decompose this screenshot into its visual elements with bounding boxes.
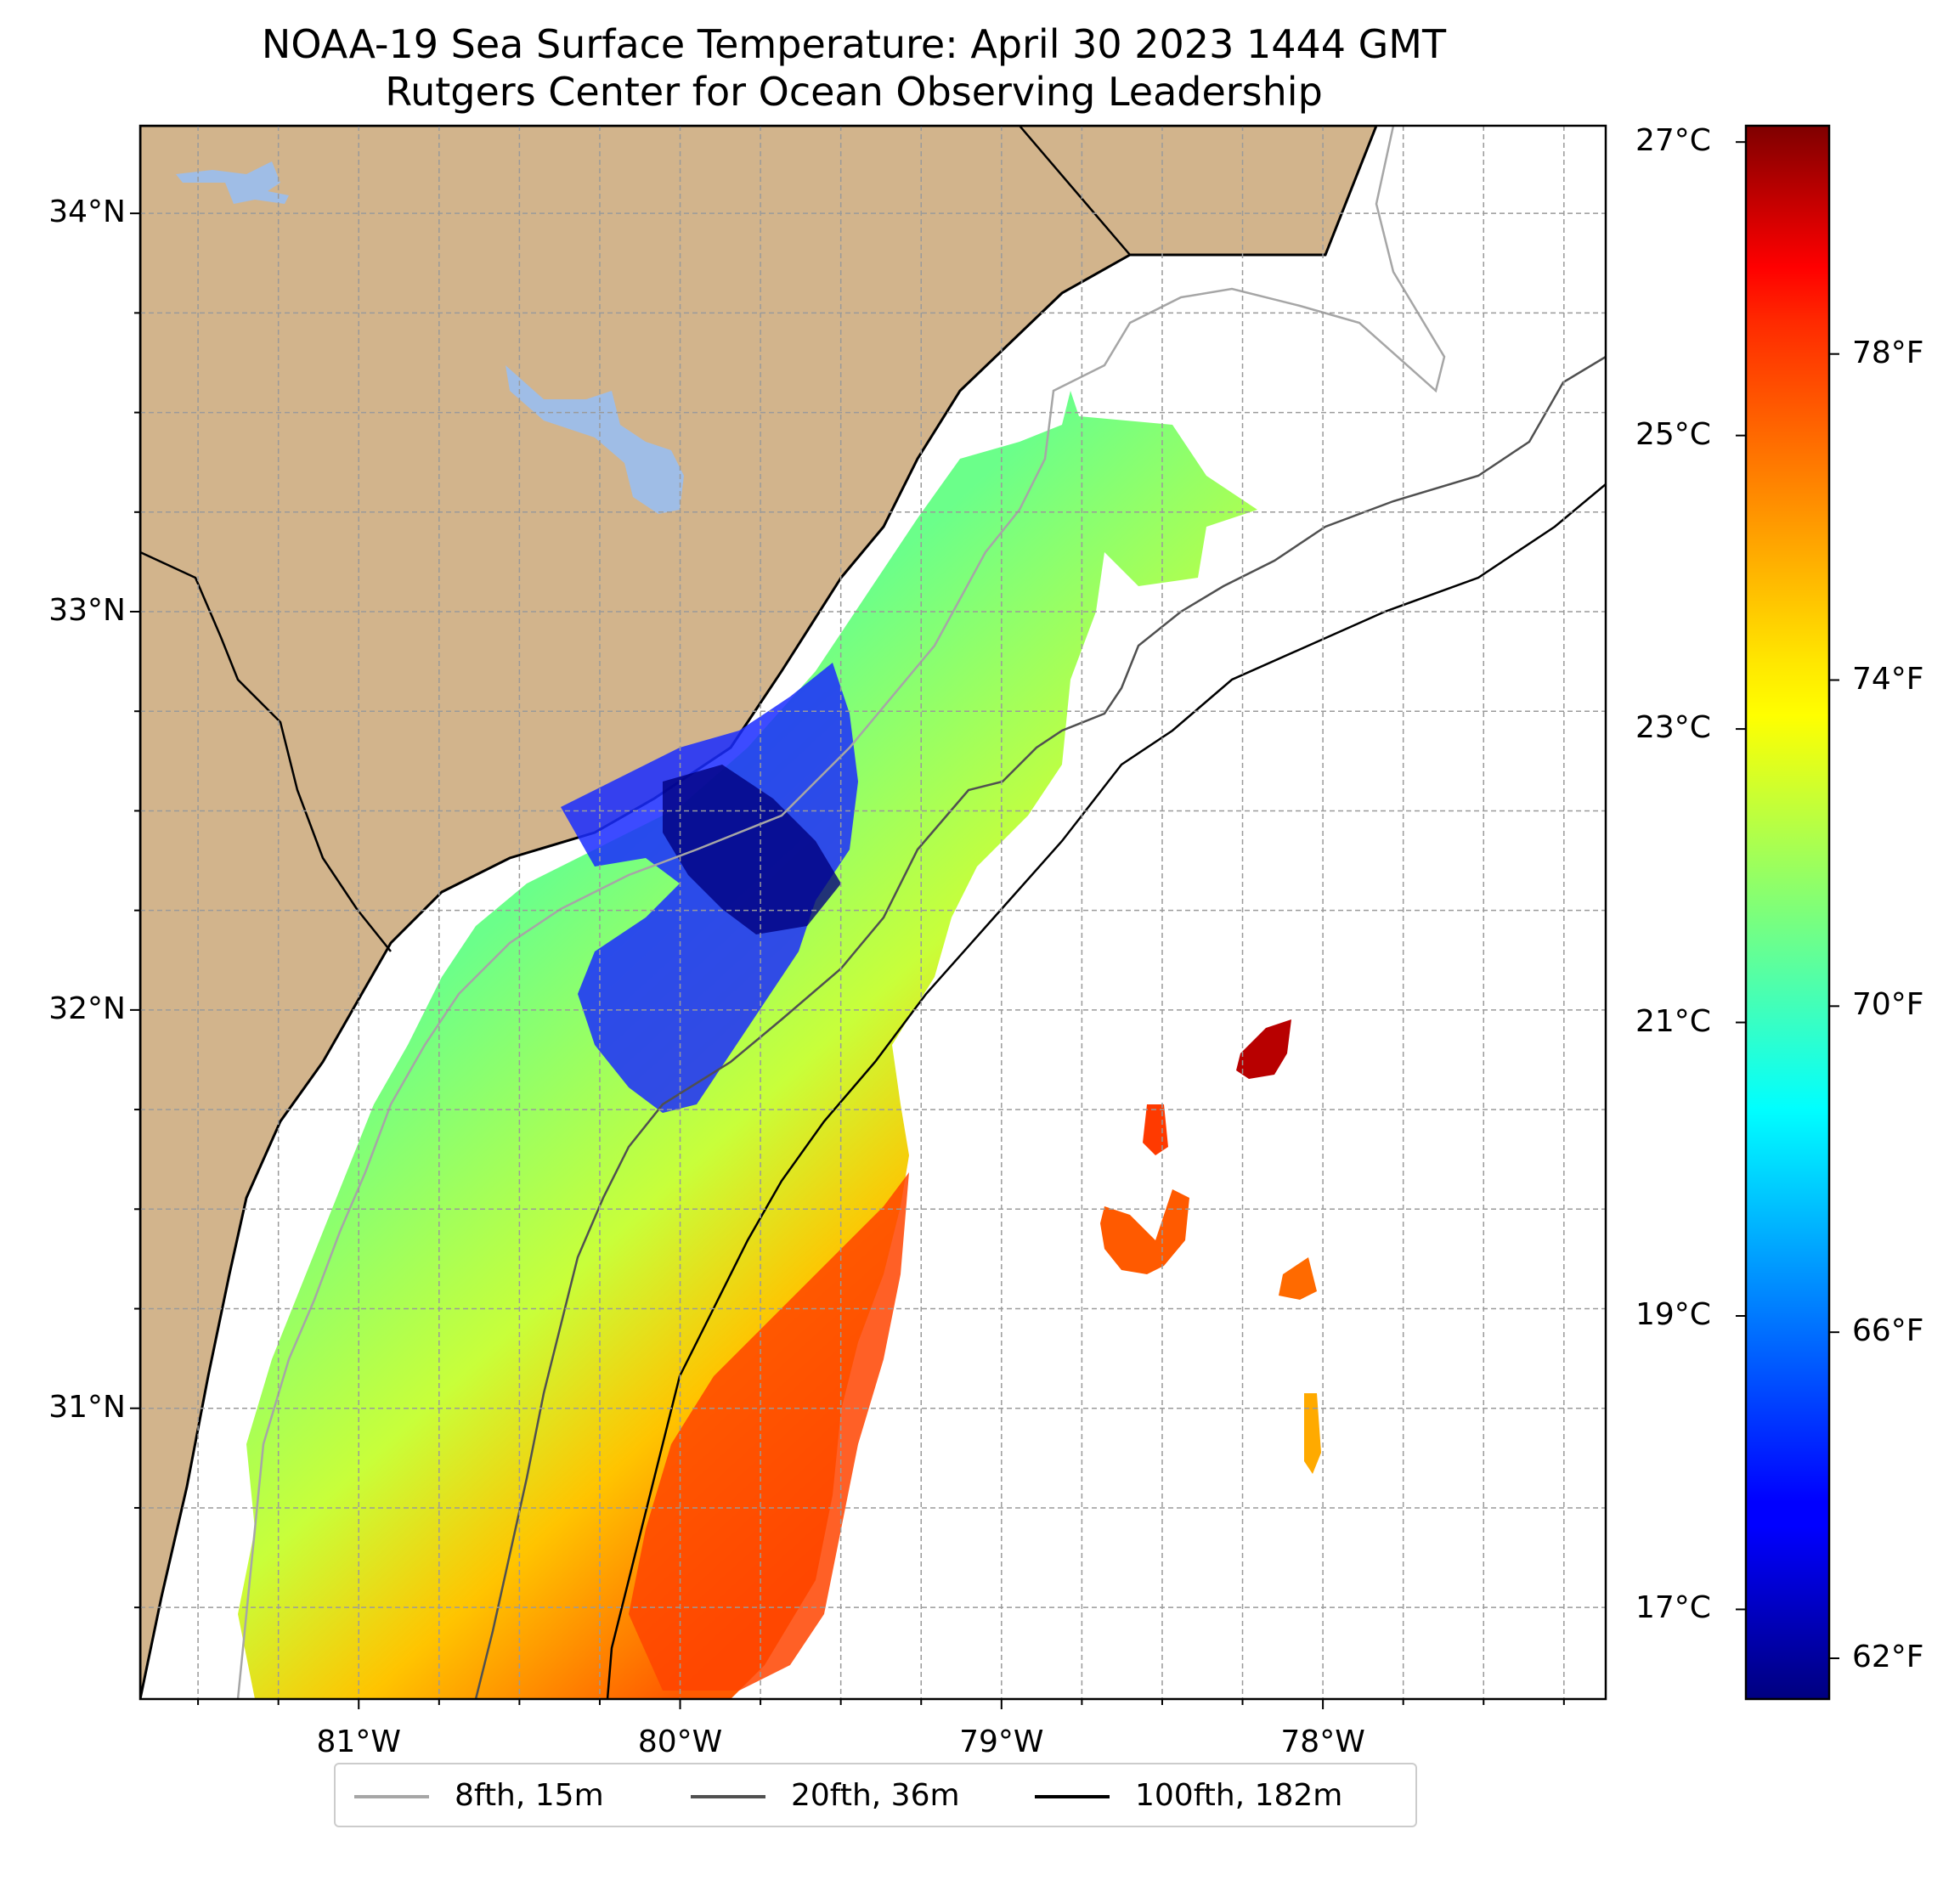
figure-subtitle: Rutgers Center for Ocean Observing Leade… (385, 69, 1323, 115)
sst-shelf (238, 391, 1257, 1699)
county-border (140, 550, 392, 952)
lake-north (176, 161, 289, 204)
lon-label: 79°W (959, 1725, 1044, 1759)
sst-cold-deep (663, 765, 841, 934)
contour-8fth (236, 126, 1446, 1699)
gridlines (140, 126, 1606, 1699)
colorbar-label-c: 21°C (1635, 1003, 1711, 1039)
figure-title: NOAA-19 Sea Surface Temperature: April 3… (261, 21, 1447, 67)
sst-hot-eddy-4 (1279, 1257, 1317, 1300)
legend-label-100fth: 100fth, 182m (1135, 1778, 1343, 1813)
legend-swatch-20fth (691, 1795, 765, 1798)
colorbar-label-c: 27°C (1635, 123, 1711, 159)
contour-20fth (474, 355, 1606, 1699)
sst-hot-eddy-2 (1143, 1104, 1168, 1155)
legend-swatch-100fth (1035, 1795, 1110, 1798)
lake-marion (506, 365, 684, 514)
colorbar-label-f: 70°F (1852, 987, 1924, 1023)
lat-label: 31°N (48, 1389, 126, 1425)
lat-label: 34°N (48, 195, 126, 230)
colorbar-fill[interactable] (1746, 126, 1829, 1699)
legend-swatch-8fth (354, 1795, 429, 1798)
colorbar-label-c: 25°C (1635, 416, 1711, 452)
sst-hot-eddy-5 (1304, 1393, 1321, 1474)
colorbar-label-f: 78°F (1852, 335, 1924, 370)
colorbar-ticks (1736, 141, 1839, 1660)
colorbar-frame (1744, 124, 1831, 1701)
sst-field (238, 391, 1321, 1699)
lat-label: 32°N (48, 991, 126, 1026)
contour-100fth (606, 483, 1606, 1699)
lon-label: 78°W (1280, 1725, 1365, 1759)
colorbar-label-f: 74°F (1852, 661, 1924, 697)
map-frame (138, 124, 1607, 1701)
state-border (1019, 126, 1131, 256)
legend-label-20fth: 20fth, 36m (791, 1778, 960, 1813)
legend: 8fth, 15m 20fth, 36m 100fth, 182m (334, 1763, 1417, 1827)
sst-hot-eddy-3 (1100, 1189, 1189, 1274)
sst-hot-eddy-1 (1236, 1019, 1291, 1079)
colorbar-label-c: 23°C (1635, 710, 1711, 746)
colorbar-label-f: 62°F (1852, 1640, 1924, 1675)
legend-label-8fth: 8fth, 15m (455, 1778, 604, 1813)
lat-label: 33°N (48, 593, 126, 628)
lon-label: 81°W (316, 1725, 401, 1759)
colorbar-label-c: 17°C (1635, 1590, 1711, 1626)
colorbar-label-c: 19°C (1635, 1296, 1711, 1332)
lon-label: 80°W (637, 1725, 723, 1759)
colorbar-label-f: 66°F (1852, 1313, 1924, 1349)
sst-warm-offshore (629, 1172, 909, 1691)
land-mass (140, 126, 1378, 1699)
